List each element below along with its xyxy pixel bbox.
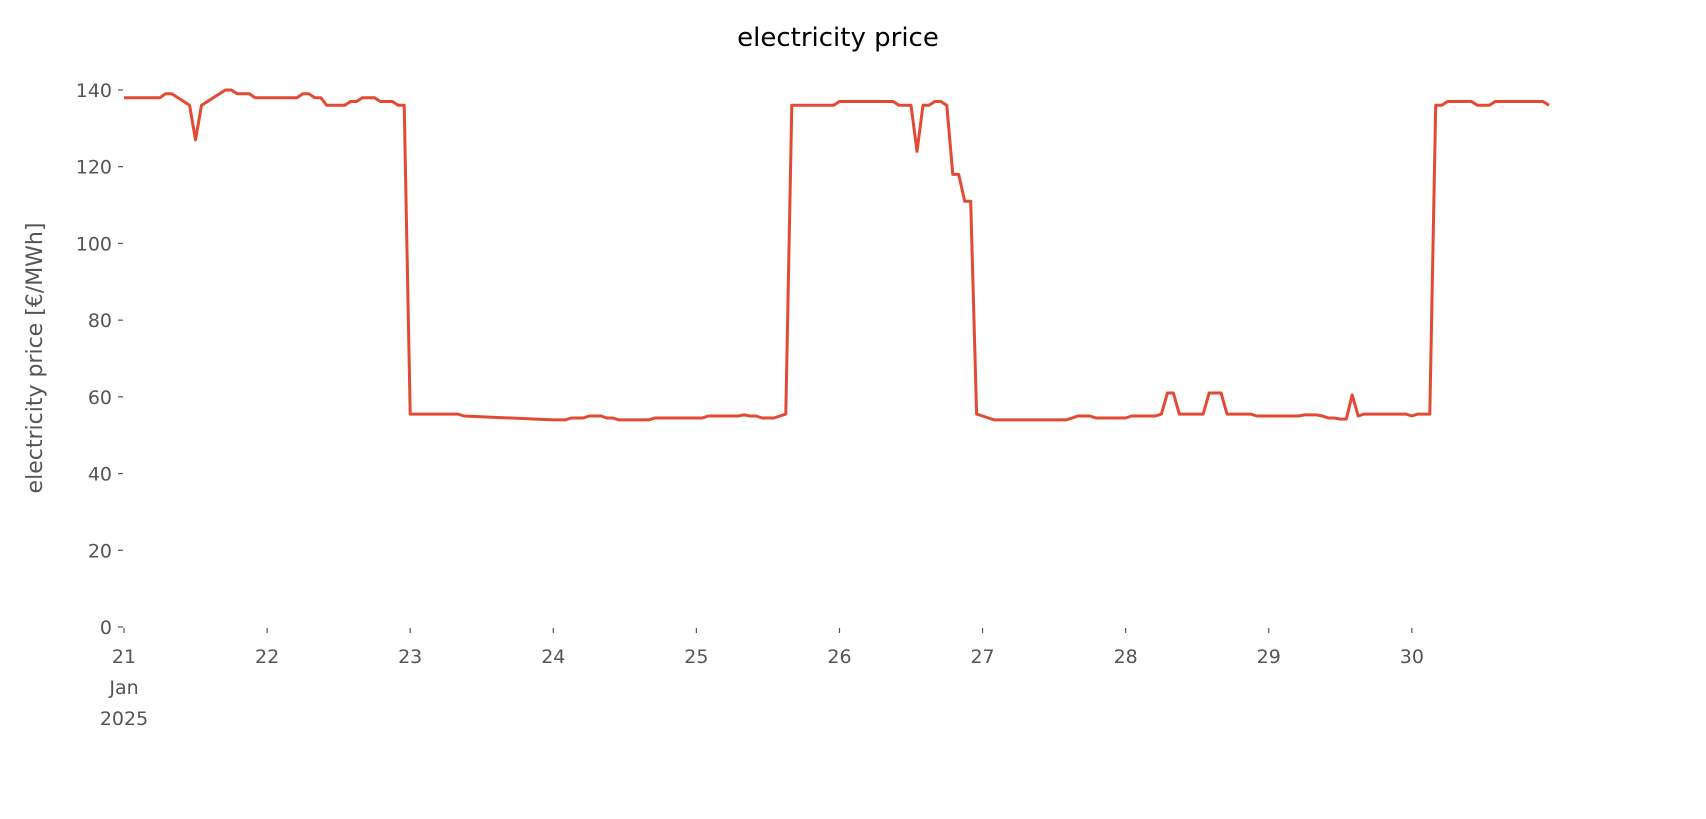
x-tick-label: 25 xyxy=(684,646,708,668)
x-tick-label: 23 xyxy=(398,646,422,668)
y-tick-label: 20 xyxy=(88,540,112,562)
y-tick-label: 60 xyxy=(88,387,112,409)
y-axis-label: electricity price [€/MWh] xyxy=(23,223,48,494)
y-tick-label: 40 xyxy=(88,464,112,486)
x-tick-label: 21 Jan 2025 xyxy=(100,646,148,730)
x-tick-label: 29 xyxy=(1257,646,1281,668)
y-tick-label: 140 xyxy=(76,80,112,102)
x-tick-label: 24 xyxy=(541,646,565,668)
y-tick-label: 0 xyxy=(100,617,112,639)
y-tick-label: 120 xyxy=(76,157,112,179)
x-tick-label: 28 xyxy=(1114,646,1138,668)
y-tick-label: 100 xyxy=(76,233,112,255)
x-tick-label: 22 xyxy=(255,646,279,668)
chart-title: electricity price xyxy=(737,23,939,53)
x-tick-label: 26 xyxy=(827,646,851,668)
x-tick-label: 30 xyxy=(1400,646,1424,668)
x-tick-label: 27 xyxy=(970,646,994,668)
y-tick-label: 80 xyxy=(88,310,112,332)
price-line xyxy=(124,88,1550,422)
